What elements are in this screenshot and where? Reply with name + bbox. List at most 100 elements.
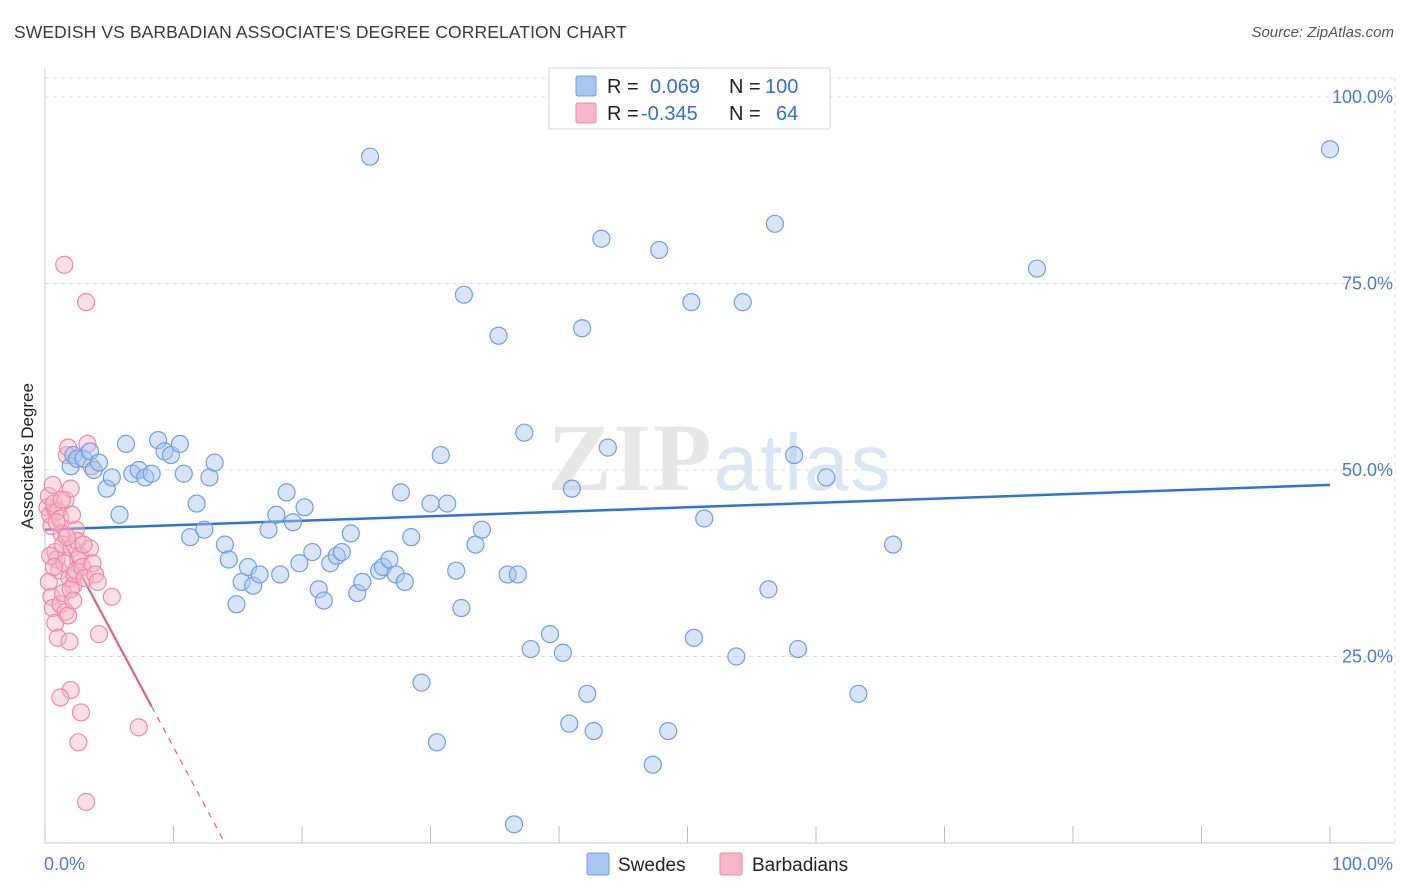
swede-point <box>89 453 109 472</box>
swede-point <box>598 438 617 457</box>
swede-point <box>733 293 752 312</box>
swede-point <box>267 505 286 524</box>
swede-point <box>765 214 784 233</box>
barbadian-point <box>77 792 96 812</box>
swede-point <box>584 721 603 741</box>
swede-point <box>174 464 193 483</box>
swede-point <box>219 550 238 569</box>
swede-point <box>498 565 517 584</box>
barbadian-point <box>64 591 83 610</box>
n-label-barbadians: N = <box>729 103 761 125</box>
barbadian-point <box>61 680 80 700</box>
swede-point <box>785 445 804 465</box>
swede-point <box>195 520 214 539</box>
barbadian-point <box>55 255 74 274</box>
x-tick-label-min: 0.0% <box>44 854 85 874</box>
chart-title: SWEDISH VS BARBADIAN ASSOCIATE'S DEGREE … <box>14 22 627 42</box>
swede-point <box>553 643 572 662</box>
swede-point <box>521 639 540 659</box>
barbadian-point <box>57 528 76 547</box>
swede-point <box>431 445 450 465</box>
trend-lines <box>44 483 1331 844</box>
swede-point <box>205 453 224 472</box>
barbadian-point <box>51 688 70 707</box>
swede-point <box>659 721 678 741</box>
swede-point <box>540 625 560 644</box>
barbadian-point <box>52 490 71 509</box>
barbadian-point <box>43 475 62 495</box>
swede-point <box>110 505 129 524</box>
stats-legend: R = 0.069 N = 100 R = -0.345 N = 64 <box>548 67 831 130</box>
swede-point <box>259 520 278 539</box>
tick-labels: 25.0% 50.0% 75.0% 100.0% 0.0% 100.0% <box>44 87 1393 874</box>
swede-point <box>283 513 303 532</box>
barbadian-point <box>78 434 97 453</box>
y-tick-label: 75.0% <box>1342 274 1393 294</box>
swede-point <box>682 293 701 312</box>
swede-point <box>250 565 269 584</box>
barbadians-points <box>38 255 148 812</box>
swede-point <box>684 628 704 647</box>
swede-point <box>883 535 903 554</box>
swede-point <box>332 542 351 562</box>
swede-point <box>244 576 263 595</box>
barbadian-point <box>86 565 105 584</box>
swede-point <box>341 524 360 543</box>
swedes-legend-label: Swedes <box>618 855 686 876</box>
barbadians-trend-line <box>44 506 153 708</box>
barbadians-legend-label: Barbadians <box>752 855 848 876</box>
swede-point <box>849 684 868 703</box>
swede-point <box>504 815 524 834</box>
swede-point <box>592 229 611 248</box>
swede-point <box>817 468 836 487</box>
zipatlas-watermark: ZIPatlas <box>547 404 892 511</box>
swedes-points <box>61 140 1340 834</box>
barbadian-point <box>48 628 67 647</box>
swede-point <box>508 565 527 584</box>
swede-point <box>102 468 121 487</box>
y-axis-title: Associate's Degree <box>18 383 37 529</box>
swede-point <box>395 572 414 592</box>
swede-point <box>277 483 296 502</box>
barbadian-point <box>61 580 80 599</box>
swede-point <box>391 483 411 502</box>
barbadians-trend-extension <box>151 706 226 844</box>
barbadian-point <box>77 293 96 312</box>
swede-point <box>271 565 290 584</box>
barbadians-legend-swatch <box>575 102 597 124</box>
swede-point <box>447 561 466 580</box>
swede-point <box>295 498 314 517</box>
barbadian-point <box>89 625 109 644</box>
y-tick-label: 100.0% <box>1332 87 1393 107</box>
swede-point <box>788 639 808 659</box>
y-tick-label: 25.0% <box>1342 647 1393 667</box>
swede-point <box>187 494 206 513</box>
swede-point <box>643 755 662 774</box>
swede-point <box>402 528 421 547</box>
barbadians-legend-marker <box>719 852 743 876</box>
r-label-swedes: R = <box>607 76 639 98</box>
swede-point <box>472 520 491 539</box>
swede-point <box>560 714 579 733</box>
swede-point <box>348 583 367 603</box>
swedes-trend-line <box>44 483 1331 531</box>
swede-point <box>421 494 440 513</box>
swede-point <box>309 580 328 599</box>
barbadian-point <box>102 587 121 606</box>
swedes-legend-swatch <box>575 75 597 97</box>
swede-point <box>438 494 457 513</box>
swede-point <box>1320 140 1340 159</box>
swede-point <box>489 326 508 345</box>
barbadian-point <box>88 572 107 592</box>
r-value-swedes: 0.069 <box>650 76 700 98</box>
series-legend: Swedes Barbadians <box>586 852 848 876</box>
swede-point <box>353 572 372 592</box>
barbadian-point <box>83 554 102 573</box>
swede-point <box>181 528 200 547</box>
swedes-legend-marker <box>586 852 610 876</box>
y-tick-label: 50.0% <box>1342 460 1393 480</box>
barbadian-point <box>71 703 91 722</box>
swede-point <box>578 684 597 703</box>
r-label-barbadians: R = <box>607 103 639 125</box>
